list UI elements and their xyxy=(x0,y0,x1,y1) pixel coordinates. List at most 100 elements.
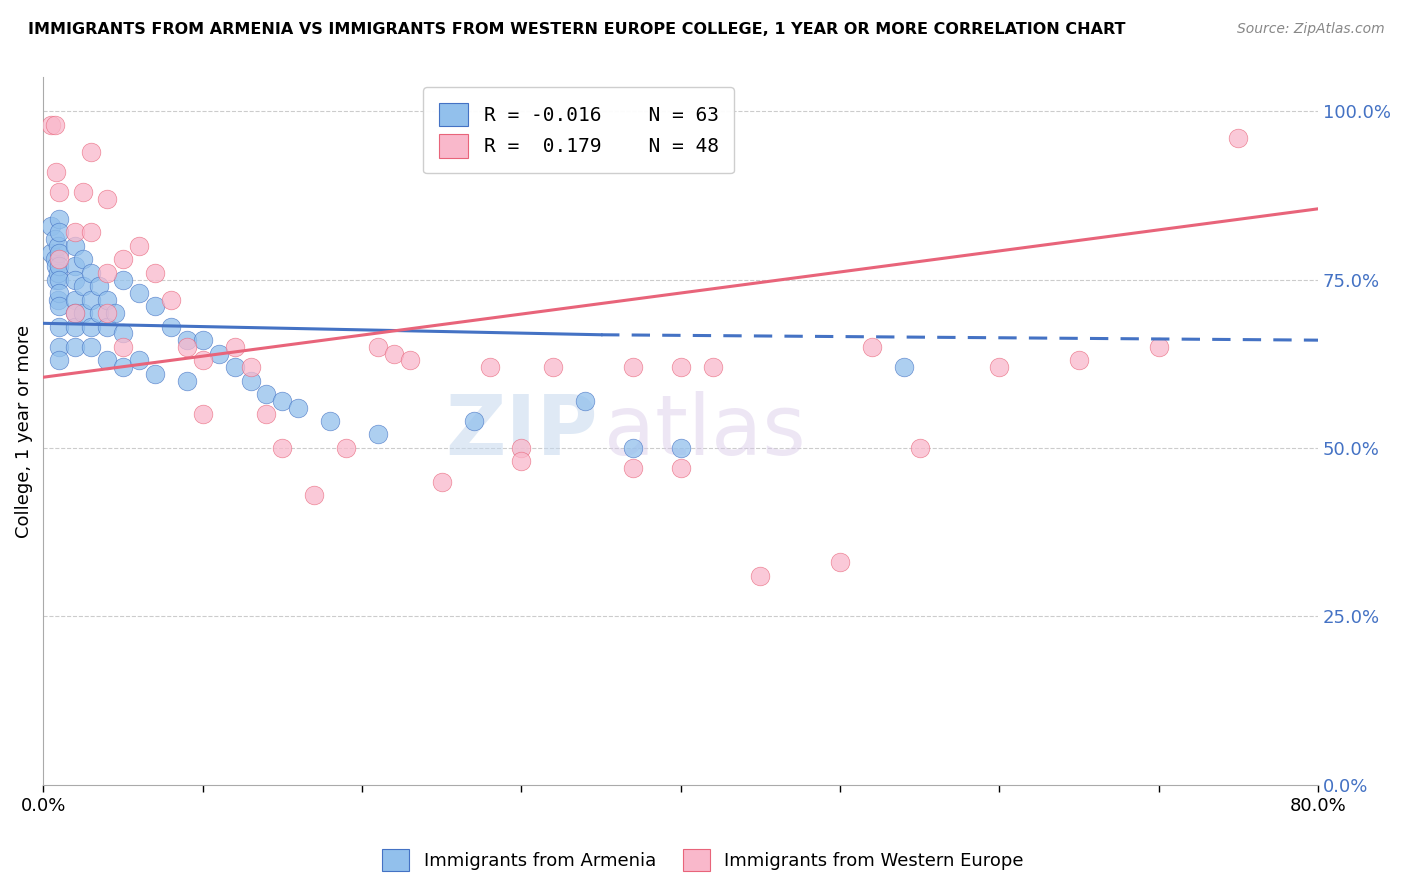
Point xyxy=(46,239,69,253)
Point xyxy=(80,226,103,240)
Point xyxy=(160,319,183,334)
Point xyxy=(430,475,453,489)
Point xyxy=(72,306,94,320)
Point xyxy=(143,266,166,280)
Point xyxy=(112,272,135,286)
Point xyxy=(749,569,772,583)
Point xyxy=(271,441,294,455)
Point xyxy=(510,441,533,455)
Point xyxy=(72,185,94,199)
Point xyxy=(41,118,63,132)
Point xyxy=(44,252,66,267)
Point xyxy=(48,226,70,240)
Point xyxy=(46,266,69,280)
Point xyxy=(287,401,309,415)
Point xyxy=(41,245,63,260)
Point xyxy=(669,360,692,375)
Point xyxy=(621,461,644,475)
Point xyxy=(224,340,246,354)
Point xyxy=(48,285,70,300)
Point xyxy=(335,441,357,455)
Point xyxy=(1069,353,1091,368)
Point xyxy=(399,353,422,368)
Point xyxy=(44,232,66,246)
Point xyxy=(48,353,70,368)
Point xyxy=(702,360,724,375)
Legend: R = -0.016    N = 63, R =  0.179    N = 48: R = -0.016 N = 63, R = 0.179 N = 48 xyxy=(423,87,734,174)
Point xyxy=(143,367,166,381)
Point xyxy=(96,293,118,307)
Point xyxy=(65,226,87,240)
Point xyxy=(319,414,342,428)
Point xyxy=(44,118,66,132)
Point xyxy=(96,306,118,320)
Point xyxy=(128,285,150,300)
Point xyxy=(65,259,87,273)
Point xyxy=(143,300,166,314)
Point xyxy=(46,293,69,307)
Point xyxy=(89,279,111,293)
Point xyxy=(112,252,135,267)
Point xyxy=(176,374,198,388)
Point xyxy=(45,272,67,286)
Point xyxy=(80,319,103,334)
Point xyxy=(256,407,278,421)
Point xyxy=(48,245,70,260)
Point xyxy=(478,360,501,375)
Point xyxy=(256,387,278,401)
Point xyxy=(271,393,294,408)
Point xyxy=(48,259,70,273)
Text: IMMIGRANTS FROM ARMENIA VS IMMIGRANTS FROM WESTERN EUROPE COLLEGE, 1 YEAR OR MOR: IMMIGRANTS FROM ARMENIA VS IMMIGRANTS FR… xyxy=(28,22,1126,37)
Point xyxy=(104,306,127,320)
Point xyxy=(367,340,389,354)
Point xyxy=(893,360,915,375)
Point xyxy=(45,259,67,273)
Point xyxy=(908,441,931,455)
Point xyxy=(80,340,103,354)
Point xyxy=(669,441,692,455)
Point xyxy=(48,300,70,314)
Point xyxy=(65,306,87,320)
Point xyxy=(96,192,118,206)
Point xyxy=(80,293,103,307)
Point xyxy=(65,340,87,354)
Point xyxy=(65,272,87,286)
Point xyxy=(860,340,883,354)
Point xyxy=(239,360,262,375)
Point xyxy=(80,266,103,280)
Point xyxy=(80,145,103,159)
Point xyxy=(45,165,67,179)
Point xyxy=(128,353,150,368)
Point xyxy=(65,306,87,320)
Point xyxy=(72,252,94,267)
Point xyxy=(96,319,118,334)
Point xyxy=(112,360,135,375)
Point xyxy=(239,374,262,388)
Point xyxy=(128,239,150,253)
Point xyxy=(112,340,135,354)
Point xyxy=(48,319,70,334)
Point xyxy=(510,454,533,468)
Point xyxy=(72,279,94,293)
Point xyxy=(304,488,326,502)
Text: Source: ZipAtlas.com: Source: ZipAtlas.com xyxy=(1237,22,1385,37)
Point xyxy=(48,211,70,226)
Point xyxy=(224,360,246,375)
Point xyxy=(160,293,183,307)
Point xyxy=(621,441,644,455)
Point xyxy=(463,414,485,428)
Point xyxy=(621,360,644,375)
Point xyxy=(48,272,70,286)
Point xyxy=(367,427,389,442)
Point xyxy=(176,340,198,354)
Text: atlas: atlas xyxy=(605,391,806,472)
Point xyxy=(988,360,1011,375)
Point xyxy=(191,353,214,368)
Y-axis label: College, 1 year or more: College, 1 year or more xyxy=(15,325,32,538)
Text: ZIP: ZIP xyxy=(446,391,598,472)
Point xyxy=(48,252,70,267)
Point xyxy=(574,393,596,408)
Point xyxy=(65,319,87,334)
Point xyxy=(96,266,118,280)
Point xyxy=(543,360,565,375)
